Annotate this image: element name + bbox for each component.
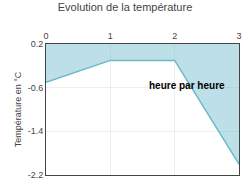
svg-text:Evolution de la température: Evolution de la température [58,1,193,13]
svg-text:-2.2: -2.2 [28,170,44,180]
svg-text:1: 1 [108,31,113,41]
svg-text:0.2: 0.2 [31,39,44,49]
svg-text:heure par heure: heure par heure [149,80,225,91]
svg-text:3: 3 [236,31,241,41]
svg-text:0: 0 [43,31,48,41]
svg-text:Température en °C: Température en °C [13,71,23,147]
svg-text:2: 2 [172,31,177,41]
svg-text:-1.4: -1.4 [28,126,44,136]
svg-text:-0.6: -0.6 [28,83,44,93]
